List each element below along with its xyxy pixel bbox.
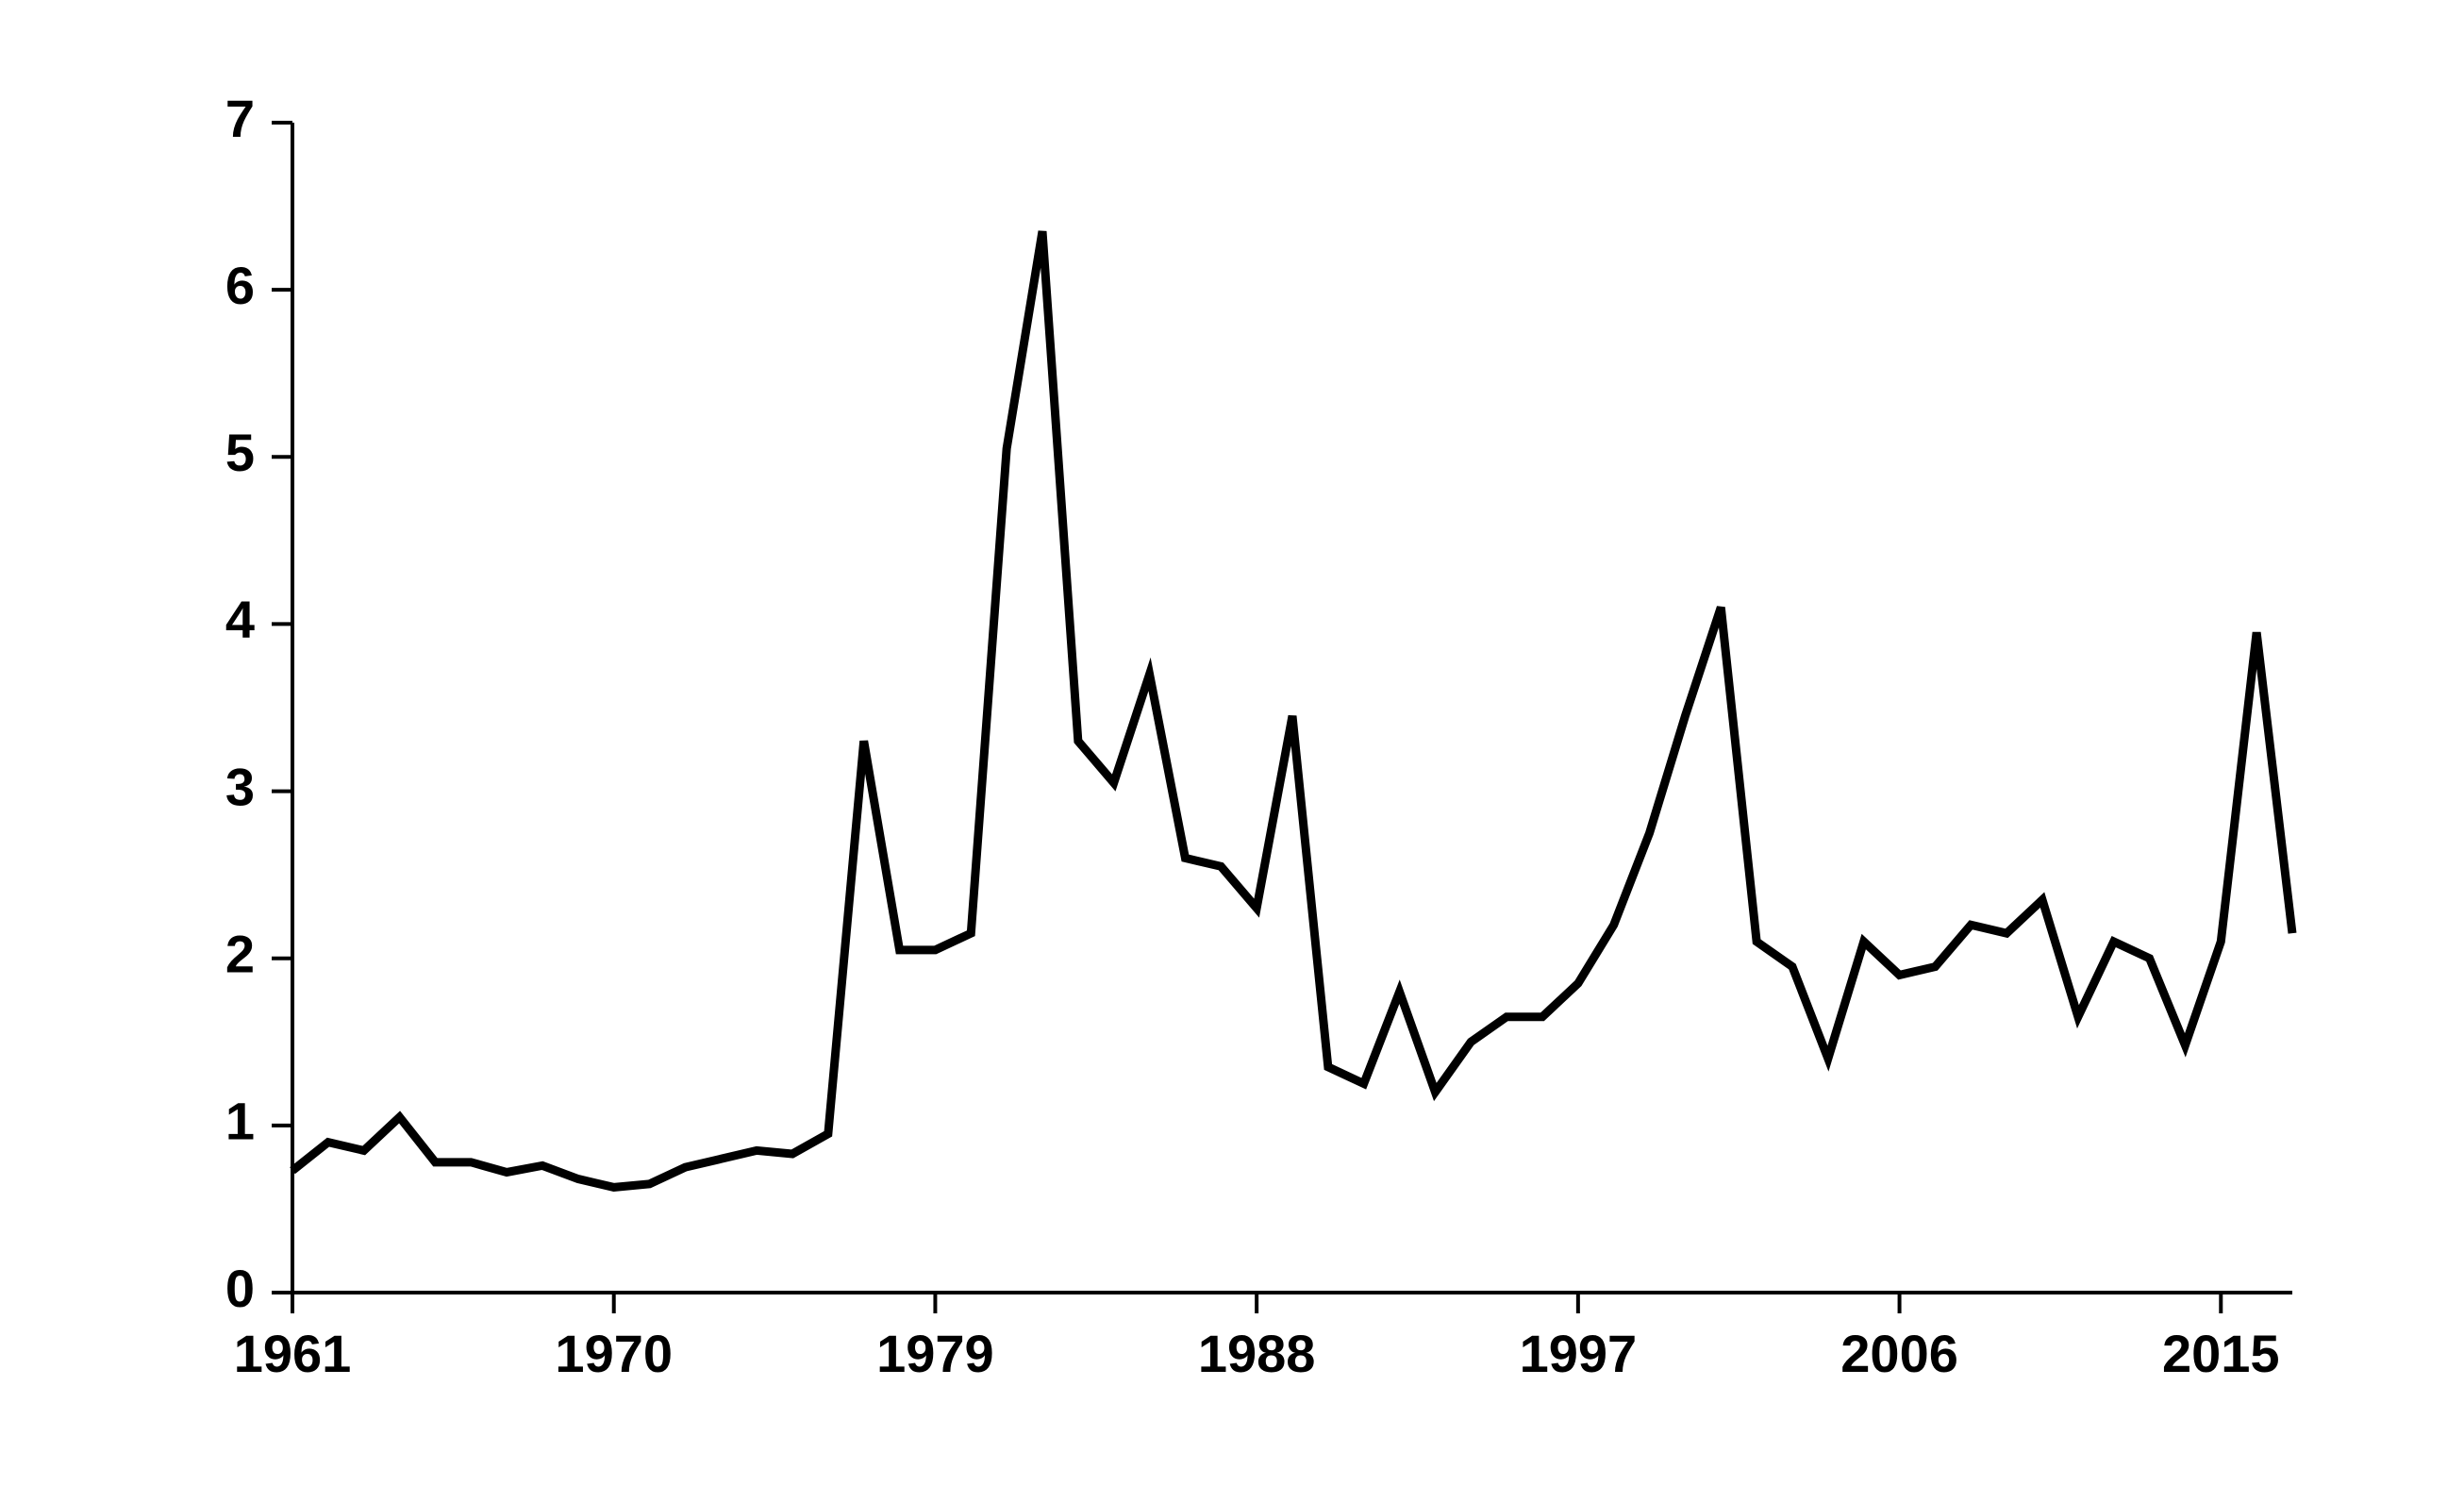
y-tick-label: 7 <box>225 89 255 148</box>
x-tick-label: 1970 <box>555 1324 673 1383</box>
x-tick-label: 2015 <box>2162 1324 2280 1383</box>
x-tick-label: 1997 <box>1520 1324 1638 1383</box>
x-tick-label: 1979 <box>876 1324 994 1383</box>
y-tick-label: 5 <box>225 423 255 482</box>
y-tick-label: 4 <box>225 590 255 649</box>
y-tick-label: 6 <box>225 256 255 315</box>
line-chart: 0 1 2 3 4 5 6 7 1961 1970 1979 1988 1997 2006 2015 <box>0 0 2464 1503</box>
y-tick-label: 1 <box>225 1092 255 1151</box>
y-tick-label: 3 <box>225 757 255 816</box>
y-tick-label: 2 <box>225 925 255 984</box>
chart-svg: 0 1 2 3 4 5 6 7 1961 1970 1979 1988 1997 2006 2015 <box>0 0 2464 1503</box>
x-tick-label: 1961 <box>234 1324 352 1383</box>
x-tick-label: 2006 <box>1840 1324 1958 1383</box>
y-tick-label: 0 <box>225 1259 255 1318</box>
x-tick-label: 1988 <box>1198 1324 1316 1383</box>
